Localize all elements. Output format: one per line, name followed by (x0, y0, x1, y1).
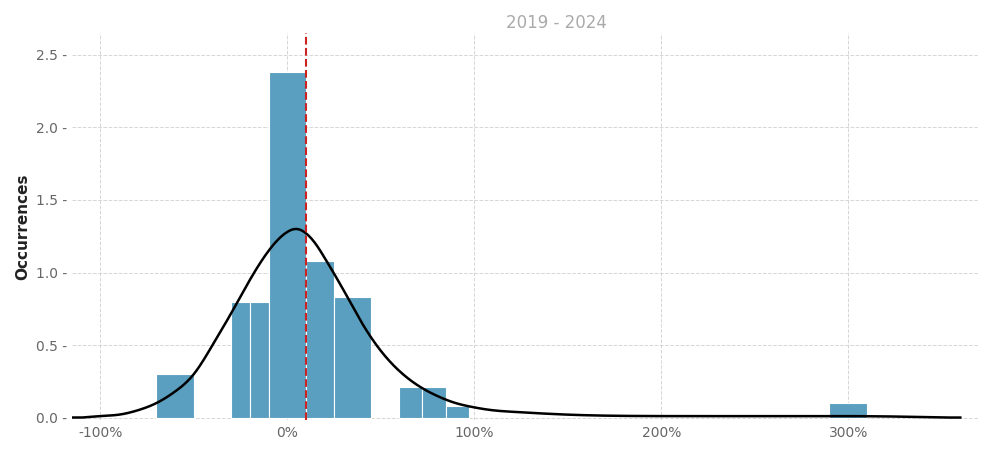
Y-axis label: Occurrences: Occurrences (15, 173, 30, 280)
Bar (306, 261, 334, 418)
Bar (446, 406, 468, 418)
Bar (400, 387, 421, 418)
Bar (829, 403, 867, 418)
Bar (232, 302, 249, 418)
Bar (249, 302, 268, 418)
Bar (421, 387, 446, 418)
Bar (156, 374, 194, 418)
Bar (334, 297, 372, 418)
Text: 2019 - 2024: 2019 - 2024 (506, 14, 607, 32)
Bar (268, 72, 306, 418)
